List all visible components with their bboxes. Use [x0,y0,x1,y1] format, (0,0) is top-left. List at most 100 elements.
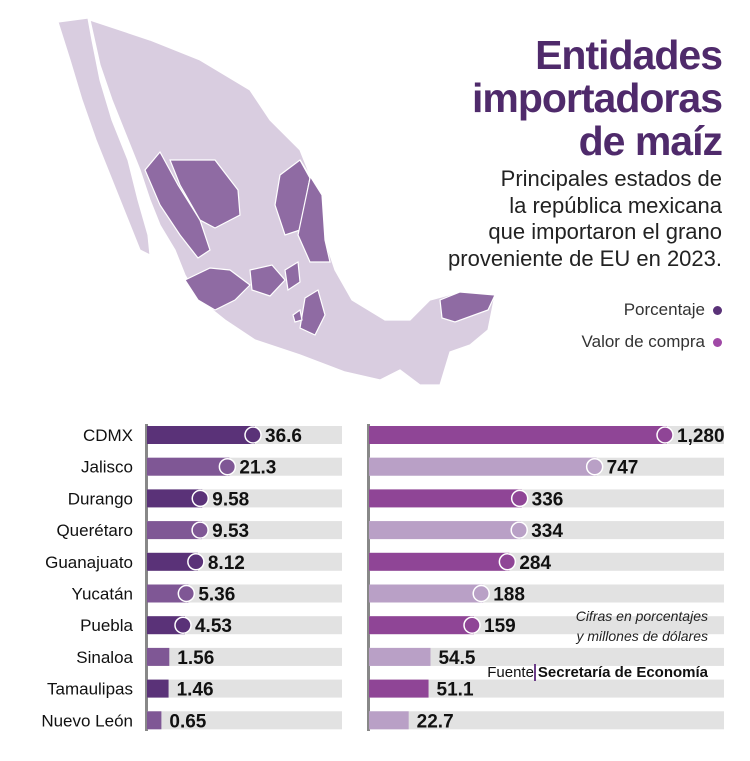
bar-track [369,647,724,666]
data-label: 36.6 [265,426,302,447]
title-line: Entidades [535,32,723,78]
legend-dot-icon [713,338,722,348]
data-label: 336 [532,489,564,510]
subtitle-line: la república mexicana [509,192,722,218]
units-note: Cifras en porcentajes y millones de dóla… [576,606,708,646]
category-label: Nuevo León [41,711,133,730]
bar-track [147,647,342,666]
data-label: 334 [531,521,563,542]
data-label: 21.3 [239,458,276,479]
data-label: 5.36 [198,585,235,606]
subtitle-line: proveniente de EU en 2023. [448,245,722,271]
bar-dot [585,457,604,476]
legend-label: Porcentaje [623,300,705,319]
data-label: 9.53 [212,521,249,542]
mexico-map [57,17,496,386]
data-label: 1.56 [177,648,214,669]
data-label: 1,280 [677,426,725,447]
bar-dot [656,426,674,444]
map-queretaro [284,260,301,292]
data-label: 0.65 [169,711,206,732]
bar [369,679,429,698]
bar-dot [177,584,196,603]
category-label: Tamaulipas [47,680,133,699]
map-guanajuato [249,264,286,297]
data-label: 51.1 [437,680,474,701]
data-label: 22.7 [417,711,454,732]
map-puebla [299,289,326,336]
map-cdmx [292,308,303,323]
category-label: Puebla [80,616,133,635]
bar [369,521,522,540]
bar-track [147,584,342,603]
bar [147,521,203,540]
bar [369,426,667,444]
legend-percent: Porcentaje [624,300,722,320]
category-label: Jalisco [81,458,133,477]
bar-dot [510,521,528,539]
legend-dot-icon [713,306,722,316]
data-label: 4.53 [195,616,232,637]
map-yucatan [439,291,496,323]
chart-subtitle: Principales estados de la república mexi… [448,166,722,272]
bar [147,647,170,666]
data-label: 188 [493,585,525,606]
map-tamaulipas [297,159,331,263]
legend-label: Valor de compra [581,332,705,351]
data-label: 159 [484,616,516,637]
note-line: y millones de dólares [576,628,708,644]
bar-track [369,679,724,698]
bar-dot [472,584,490,603]
axis-line-value [367,424,370,731]
category-label: Durango [68,489,133,508]
bar [147,426,255,444]
bar-track [147,679,342,698]
map-baja-california [57,17,151,257]
title-line: importadoras [472,75,723,121]
bar [147,711,162,730]
bar-track [147,711,342,730]
data-label: 54.5 [438,648,475,669]
chart-title: Entidades importadoras de maíz [472,32,723,164]
bar [369,647,431,666]
category-label: CDMX [83,426,133,445]
category-label: Guanajuato [45,553,133,572]
category-label: Yucatán [72,585,133,604]
bar-dot [498,553,517,571]
bar-dot [191,489,210,508]
category-label: Querétaro [56,521,133,540]
bar [147,489,203,508]
map-jalisco [184,267,251,311]
bar [147,679,169,698]
bar-dot [218,457,237,476]
note-line: Cifras en porcentajes [575,608,708,624]
bar-dot [187,553,205,571]
legend-value: Valor de compra [582,332,722,352]
bar [369,457,597,476]
category-label: Sinaloa [76,648,133,667]
bar-dot [174,616,192,634]
source: Fuente Secretaría de Economía [487,664,708,681]
source-name: Secretaría de Economía [533,664,708,681]
bar [369,489,522,508]
bar-dot [510,489,529,508]
bar [369,552,510,571]
bar [369,711,409,730]
bar [369,616,475,635]
title-line: de maíz [578,118,723,164]
data-label: 747 [607,458,639,479]
subtitle-line: que importaron el grano [488,219,722,244]
bar-track [369,711,724,730]
bar [147,584,189,603]
data-label: 284 [519,553,551,574]
bar-dot [463,616,481,634]
data-label: 1.46 [177,680,214,701]
map-sinaloa [144,150,211,259]
bar-dot [191,521,209,539]
subtitle-line: Principales estados de [500,166,722,191]
bar-dot [244,426,262,444]
map-durango [169,159,241,229]
bar [147,552,198,571]
